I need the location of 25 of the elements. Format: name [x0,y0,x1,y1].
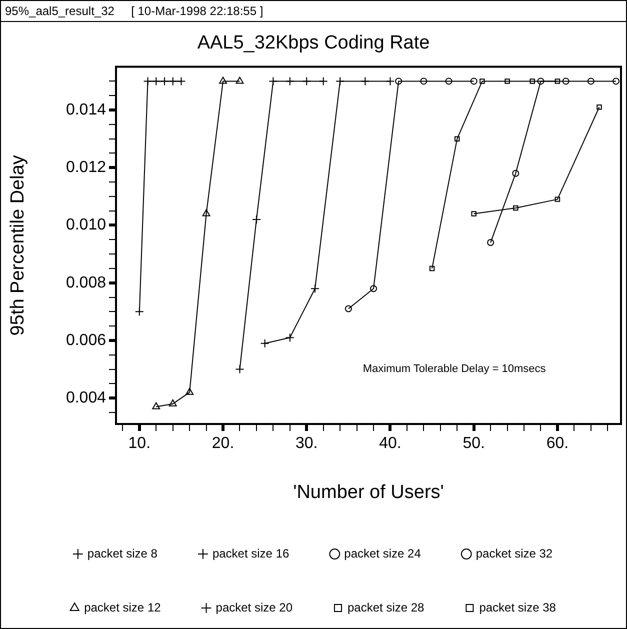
y-tick-label: 0.008 [66,274,106,292]
text: 95%_aal5_result_32 [ 10-Mar-1998 22:18:55 ] [1,1,626,22]
y-axis-title: 95th Percentile Delay [8,154,29,336]
legend-label: packet size 12 [84,600,162,614]
x-tick-label: 30. [296,435,318,452]
x-axis-title: 'Number of Users' [293,482,444,503]
chart-title: AAL5_32Kbps Coding Rate [197,32,430,54]
y-tick-label: 0.012 [66,159,106,176]
legend-label: packet size 38 [479,600,556,614]
legend-label: packet size 28 [348,600,425,614]
y-tick-label: 0.014 [66,101,106,118]
x-tick-label: 40. [379,435,402,452]
legend-label: packet size 8 [87,546,158,560]
x-tick-label: 60. [546,435,569,452]
x-tick-label: 50. [462,435,485,452]
legend-label: packet size 20 [216,600,293,614]
y-tick-label: 0.010 [66,216,106,234]
y-tick-label: 0.006 [66,332,106,349]
legend-label: packet size 24 [344,546,422,560]
legend-label: packet size 16 [212,546,290,560]
y-tick-label: 0.004 [66,389,106,406]
x-tick-label: 20. [212,435,234,452]
x-tick-label: 10. [128,435,151,452]
legend-label: packet size 32 [476,546,553,560]
annotation: Maximum Tolerable Delay = 10msecs [362,363,546,376]
